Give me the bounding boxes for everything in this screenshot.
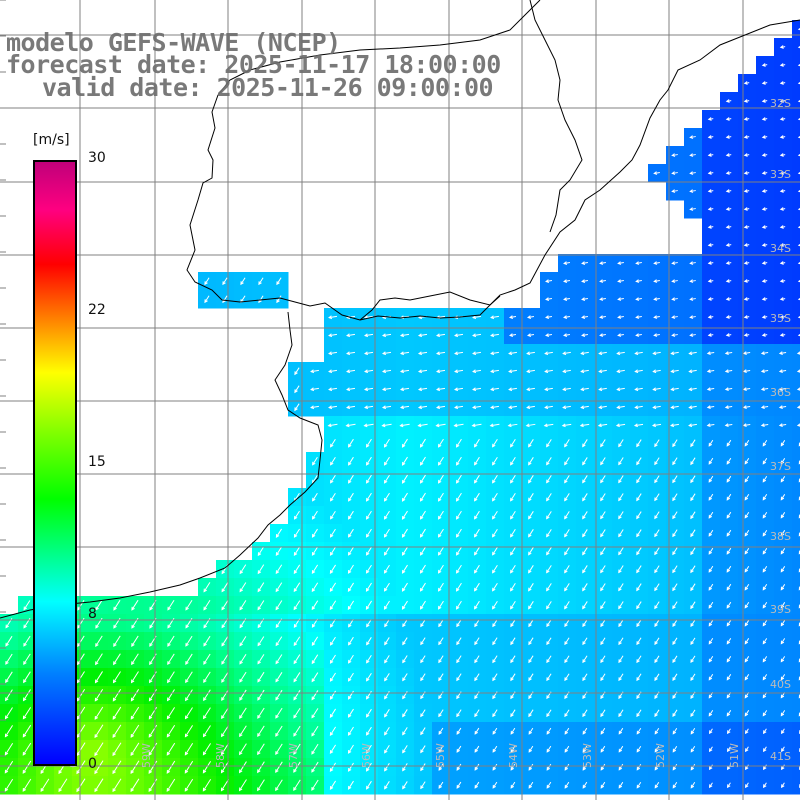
lat-label: 36S — [770, 386, 791, 399]
lon-label: 51W — [728, 743, 741, 768]
lat-label: 37S — [770, 460, 791, 473]
field-cell — [792, 722, 800, 741]
field-cell — [792, 596, 800, 615]
field-cell — [792, 452, 800, 471]
lon-label: 55W — [434, 743, 447, 768]
field-cell — [792, 632, 800, 651]
colorbar-tick-8: 8 — [88, 606, 97, 622]
lon-label: 59W — [140, 743, 153, 768]
colorbar-tick-22: 22 — [88, 302, 106, 318]
colorbar-tick-30: 30 — [88, 150, 106, 166]
lat-label: 38S — [770, 530, 791, 543]
lon-label: 52W — [654, 743, 667, 768]
title-valid-date: valid date: 2025-11-26 09:00:00 — [42, 76, 493, 100]
field-cell — [792, 614, 800, 633]
field-cell — [792, 686, 800, 705]
colorbar-gradient — [33, 160, 77, 766]
lat-label: 40S — [770, 678, 791, 691]
lat-label: 35S — [770, 312, 791, 325]
field-cell — [792, 740, 800, 759]
lon-label: 53W — [581, 743, 594, 768]
lat-label: 32S — [770, 97, 791, 110]
field-cell — [792, 668, 800, 687]
field-cell — [792, 758, 800, 777]
field-cell — [792, 542, 800, 561]
field-cell — [792, 578, 800, 597]
colorbar-tick-15: 15 — [88, 454, 106, 470]
field-cell — [792, 488, 800, 507]
lon-label: 58W — [214, 743, 227, 768]
field-cell — [792, 560, 800, 579]
field-cell — [792, 470, 800, 489]
field-cell — [792, 650, 800, 669]
lat-label: 41S — [770, 750, 791, 763]
field-cell — [792, 506, 800, 525]
lon-label: 56W — [360, 743, 373, 768]
lon-label: 57W — [287, 743, 300, 768]
lon-label: 54W — [507, 743, 520, 768]
lat-label: 39S — [770, 603, 791, 616]
lat-label: 33S — [770, 168, 791, 181]
wind-speed-field — [0, 20, 800, 795]
field-cell — [792, 704, 800, 723]
field-cell — [792, 524, 800, 543]
colorbar-unit: [m/s] — [33, 132, 70, 148]
colorbar-tick-0: 0 — [88, 756, 97, 772]
field-cell — [792, 434, 800, 453]
field-cell — [792, 776, 800, 795]
lat-label: 34S — [770, 242, 791, 255]
